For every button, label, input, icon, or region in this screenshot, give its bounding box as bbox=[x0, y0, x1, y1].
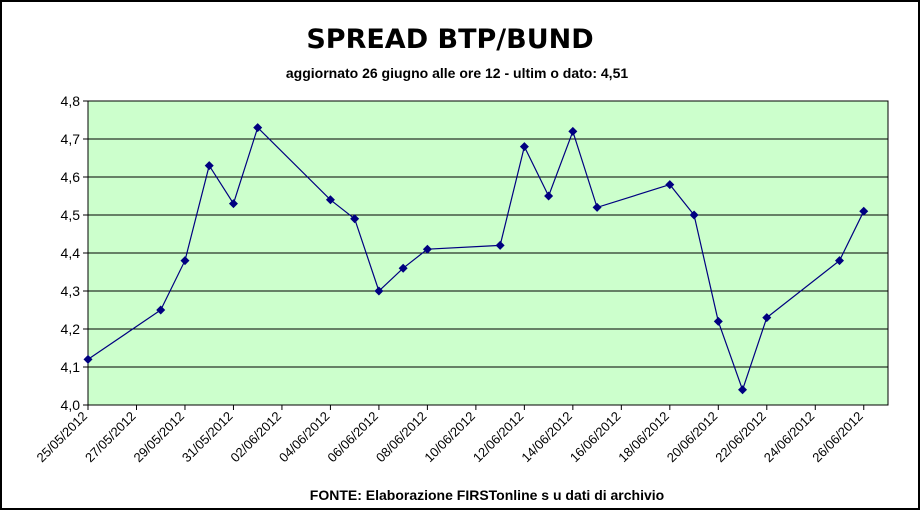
y-tick-label: 4,6 bbox=[61, 169, 81, 185]
gridlines bbox=[88, 138, 888, 368]
chart-title: SPREAD BTP/BUND bbox=[306, 24, 593, 55]
x-tick-label: 02/06/2012 bbox=[227, 409, 284, 466]
data-point bbox=[422, 244, 432, 254]
data-point bbox=[204, 161, 214, 171]
x-tick-label: 29/05/2012 bbox=[130, 409, 187, 466]
y-tick-label: 4,1 bbox=[61, 359, 81, 375]
x-tick-label: 06/06/2012 bbox=[324, 409, 381, 466]
x-tick-label: 27/05/2012 bbox=[82, 409, 139, 466]
y-tick-label: 4,4 bbox=[61, 245, 81, 261]
data-point bbox=[592, 202, 602, 212]
y-tick-label: 4,3 bbox=[61, 283, 81, 299]
data-point bbox=[544, 191, 554, 201]
x-tick-label: 22/06/2012 bbox=[712, 409, 769, 466]
chart-source: FONTE: Elaborazione FIRSTonline s u dati… bbox=[310, 487, 664, 503]
x-tick-label: 18/06/2012 bbox=[615, 409, 672, 466]
data-point bbox=[374, 286, 384, 296]
y-tick-label: 4,5 bbox=[61, 207, 81, 223]
data-point bbox=[228, 199, 238, 209]
data-point bbox=[738, 385, 748, 395]
data-point bbox=[253, 123, 263, 133]
data-point bbox=[325, 195, 335, 205]
data-point bbox=[156, 305, 166, 315]
x-tick-label: 08/06/2012 bbox=[373, 409, 430, 466]
data-point bbox=[835, 256, 845, 266]
data-point bbox=[859, 206, 869, 216]
data-point bbox=[350, 214, 360, 224]
series-spread bbox=[83, 123, 869, 395]
x-tick-label: 26/06/2012 bbox=[809, 409, 866, 466]
chart-subtitle: aggiornato 26 giugno alle ore 12 - ultim… bbox=[286, 65, 628, 81]
data-point bbox=[689, 210, 699, 220]
x-tick-label: 10/06/2012 bbox=[421, 409, 478, 466]
data-point bbox=[665, 180, 675, 190]
data-point bbox=[762, 313, 772, 323]
x-axis-ticks: 25/05/201227/05/201229/05/201231/05/2012… bbox=[33, 405, 866, 466]
y-tick-label: 4,0 bbox=[61, 397, 81, 413]
data-point bbox=[83, 354, 93, 364]
data-point bbox=[398, 263, 408, 273]
data-point bbox=[713, 316, 723, 326]
data-point bbox=[519, 142, 529, 152]
x-tick-label: 25/05/2012 bbox=[33, 409, 90, 466]
y-tick-label: 4,7 bbox=[61, 131, 81, 147]
x-tick-label: 04/06/2012 bbox=[276, 409, 333, 466]
data-point bbox=[180, 256, 190, 266]
y-tick-label: 4,8 bbox=[61, 93, 81, 109]
x-tick-label: 12/06/2012 bbox=[470, 409, 527, 466]
x-tick-label: 20/06/2012 bbox=[664, 409, 721, 466]
data-point bbox=[495, 240, 505, 250]
y-axis-ticks: 4,0 4,1 4,2 4,3 4,4 4,5 4,6 4,7 4,8 bbox=[61, 93, 88, 413]
x-tick-label: 31/05/2012 bbox=[179, 409, 236, 466]
x-tick-label: 24/06/2012 bbox=[761, 409, 818, 466]
x-tick-label: 16/06/2012 bbox=[567, 409, 624, 466]
x-tick-label: 14/06/2012 bbox=[518, 409, 575, 466]
y-tick-label: 4,2 bbox=[61, 321, 81, 337]
